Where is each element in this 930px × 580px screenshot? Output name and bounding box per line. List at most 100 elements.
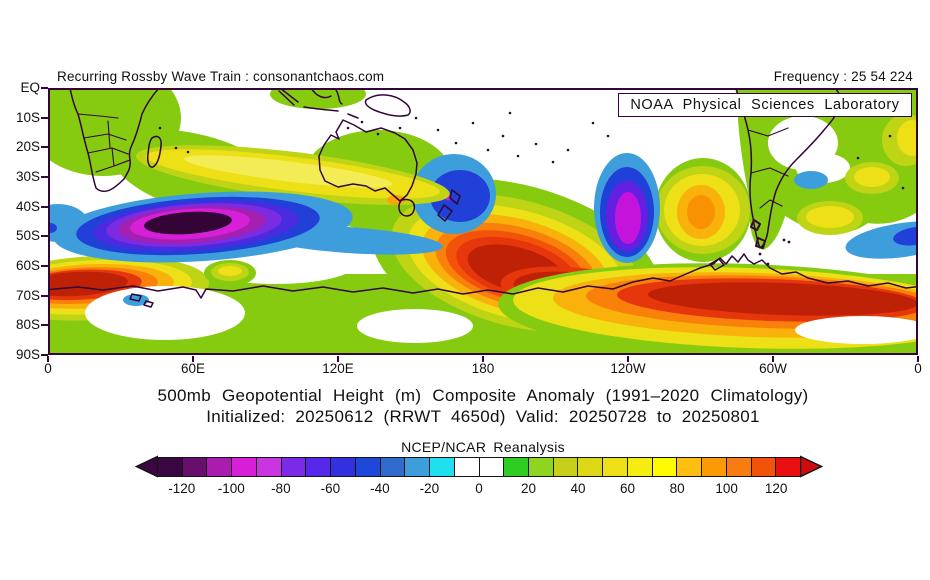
anomaly-map-svg bbox=[48, 88, 918, 355]
south-atlantic-yellow-spots bbox=[797, 114, 918, 235]
colorbar-tick-label: 60 bbox=[620, 481, 636, 496]
colorbar-segment bbox=[479, 458, 505, 476]
y-axis-label: 10S bbox=[15, 109, 40, 125]
colorbar-segment bbox=[677, 458, 703, 476]
x-axis-tick bbox=[627, 356, 629, 362]
x-axis-label: 120E bbox=[322, 361, 354, 376]
y-axis-tick bbox=[41, 324, 48, 327]
colorbar-tick-label: -20 bbox=[419, 481, 440, 496]
colorbar-segment bbox=[430, 458, 455, 476]
x-axis-label: 180 bbox=[471, 361, 495, 376]
colorbar-segment bbox=[529, 458, 554, 476]
colorbar-segment bbox=[331, 458, 356, 476]
colorbar-tick-label: 40 bbox=[570, 481, 586, 496]
colorbar-tick-label: 0 bbox=[475, 481, 483, 496]
y-axis-label: 20S bbox=[15, 139, 40, 155]
colorbar-segment bbox=[751, 458, 777, 476]
x-axis-label: 60W bbox=[759, 361, 787, 376]
colorbar-tick-label: 120 bbox=[764, 481, 788, 496]
island-dots bbox=[158, 111, 905, 266]
colorbar-segment bbox=[627, 458, 653, 476]
header-note: Recurring Rossby Wave Train : consonantc… bbox=[57, 69, 385, 84]
colorbar-segment bbox=[355, 458, 381, 476]
white-gaps bbox=[85, 244, 918, 344]
x-axis-tick bbox=[47, 356, 49, 362]
colorbar-segment bbox=[652, 458, 678, 476]
y-axis-tick bbox=[41, 235, 48, 238]
south-pacific-low bbox=[594, 153, 660, 263]
colorbar-segment bbox=[306, 458, 332, 476]
coastlines bbox=[48, 88, 918, 308]
colorbar-segment bbox=[454, 458, 480, 476]
x-axis-tick bbox=[482, 356, 484, 362]
colorbar-segment bbox=[158, 458, 183, 476]
colorbar-segment bbox=[776, 458, 801, 476]
x-axis-label: 60E bbox=[180, 361, 206, 376]
africa-borders bbox=[77, 113, 131, 173]
y-axis-label: 80S bbox=[15, 317, 40, 333]
plot-subtitle: Initialized: 20250612 (RRWT 4650d) Valid… bbox=[206, 407, 760, 426]
colorbar-segment bbox=[578, 458, 604, 476]
y-axis-tick bbox=[41, 116, 48, 119]
colorbar-segment bbox=[380, 458, 406, 476]
indonesia-new-guinea bbox=[278, 88, 411, 119]
antarctic-peninsula-islands bbox=[129, 258, 725, 308]
anomaly-map bbox=[48, 88, 918, 355]
colorbar-segment bbox=[553, 458, 579, 476]
tasmania bbox=[398, 198, 416, 217]
colorbar-segment bbox=[405, 458, 431, 476]
x-axis-tick bbox=[337, 356, 339, 362]
australia-coast bbox=[318, 119, 418, 202]
colorbar-segment bbox=[702, 458, 727, 476]
y-axis-label: 30S bbox=[15, 169, 40, 184]
colorbar-segment bbox=[726, 458, 752, 476]
colorbar-tick-label: 80 bbox=[669, 481, 685, 496]
colorbar bbox=[157, 457, 801, 477]
colorbar-segment bbox=[256, 458, 282, 476]
colorbar-left-arrow bbox=[135, 455, 158, 478]
y-axis-tick bbox=[41, 265, 48, 267]
small-yellow-spot bbox=[204, 260, 256, 286]
y-axis-tick bbox=[41, 205, 48, 208]
y-axis-tick bbox=[41, 294, 48, 297]
y-axis-label: 60S bbox=[15, 258, 40, 273]
colorbar-tick-label: -60 bbox=[320, 481, 341, 496]
colorbar-tick-label: -40 bbox=[370, 481, 390, 496]
colorbar-segment bbox=[504, 458, 530, 476]
madagascar bbox=[147, 135, 162, 168]
south-america-borders bbox=[747, 127, 789, 209]
south-indian-low bbox=[48, 191, 443, 263]
colorbar-tick-label: 100 bbox=[715, 481, 738, 496]
colorbar-tick-labels: -120 -100 -80 -60 -40 -20 0 20 40 60 80 100 120 bbox=[157, 481, 801, 496]
south-atlantic-low bbox=[123, 171, 918, 306]
y-axis-label: 50S bbox=[15, 228, 40, 244]
x-axis-label: 0 bbox=[914, 361, 922, 376]
colorbar-segment bbox=[603, 458, 628, 476]
africa-coast bbox=[69, 88, 160, 193]
reanalysis-source-label: NCEP/NCAR Reanalysis bbox=[401, 439, 565, 455]
frequency-label: Frequency : 25 54 224 bbox=[773, 69, 913, 84]
colorbar-right-arrow bbox=[800, 455, 823, 478]
colorbar-tick-label: 20 bbox=[520, 481, 536, 496]
x-axis-label: 0 bbox=[44, 361, 52, 376]
plot-title: 500mb Geopotential Height (m) Composite … bbox=[157, 386, 809, 405]
x-axis-tick bbox=[192, 356, 194, 362]
y-axis-tick bbox=[41, 87, 48, 89]
y-axis-label: 90S bbox=[15, 347, 40, 362]
colorbar-tick-label: -120 bbox=[168, 481, 196, 496]
y-axis-tick bbox=[41, 354, 48, 356]
colorbar-segment bbox=[232, 458, 257, 476]
south-america-coast bbox=[735, 88, 841, 249]
colorbar-segment bbox=[182, 458, 208, 476]
y-axis-label: 70S bbox=[15, 287, 40, 303]
y-axis-tick bbox=[41, 146, 48, 149]
map-frame bbox=[48, 88, 918, 355]
new-zealand bbox=[437, 189, 461, 222]
colorbar-segment bbox=[207, 458, 233, 476]
y-axis-tick bbox=[41, 176, 48, 178]
x-axis-label: 120W bbox=[610, 361, 646, 376]
y-axis-label: EQ bbox=[20, 80, 40, 95]
y-axis-label: 40S bbox=[15, 198, 40, 214]
x-axis-tick bbox=[772, 356, 774, 362]
